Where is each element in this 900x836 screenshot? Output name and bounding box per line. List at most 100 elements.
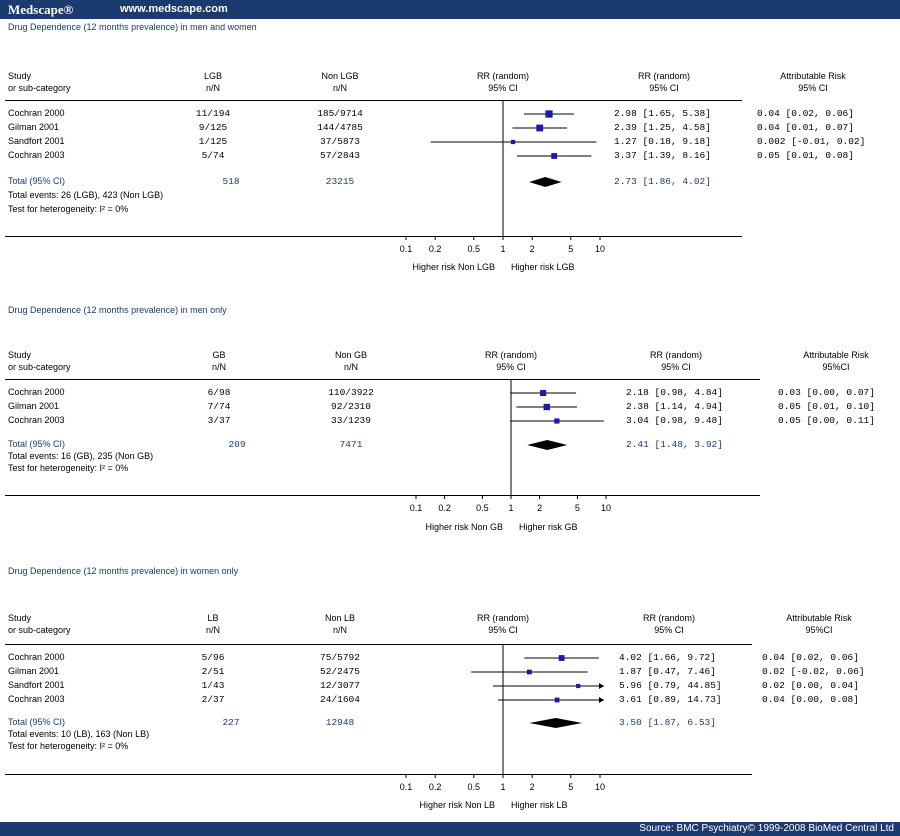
axis-tick-label: 0.2 xyxy=(438,503,451,513)
axis-tick-label: 0.1 xyxy=(399,244,413,254)
point-estimate-square xyxy=(576,683,581,689)
axis-tick-label: 1 xyxy=(508,503,514,513)
point-estimate-square xyxy=(543,403,550,411)
pooled-estimate-diamond xyxy=(529,177,562,187)
ci-plot-header: 95% CI xyxy=(496,362,526,372)
study-name: Cochran 2003 xyxy=(8,694,65,704)
total-group2: 12948 xyxy=(325,717,355,728)
forest-plot-svg xyxy=(415,379,607,499)
group1-header: LGB xyxy=(203,71,223,81)
group2-count: 24/1604 xyxy=(320,694,360,705)
right-favours-label: Higher risk LGB xyxy=(511,262,575,272)
site-url[interactable]: www.medscape.com xyxy=(120,3,228,15)
axis-tick-label: 1 xyxy=(500,244,506,254)
attributable-risk-value: 0.05 [0.00, 0.11] xyxy=(778,415,875,426)
rr-ci-value: 2.39 [1.25, 4.58] xyxy=(614,122,711,133)
axis-tick-label: 10 xyxy=(594,244,606,254)
group2-header: Non GB xyxy=(334,350,368,360)
study-header: Study xyxy=(8,71,32,81)
total-label: Total (95% CI) xyxy=(8,176,66,186)
rr-ci-value: 5.96 [0.79, 44.85] xyxy=(619,680,722,691)
rr-ci-value: 3.37 [1.39, 8.16] xyxy=(614,150,711,161)
group2-count: 92/2310 xyxy=(331,401,371,412)
study-header: Study xyxy=(8,613,32,623)
study-name: Cochran 2000 xyxy=(8,652,65,662)
total-group2: 23215 xyxy=(325,176,355,187)
forest-plot-3: Drug Dependence (12 months prevalence) i… xyxy=(0,566,900,818)
group1-header: GB xyxy=(212,350,226,360)
axis-tick-label: 0.5 xyxy=(476,503,489,513)
group2-nn-header: n/N xyxy=(343,362,359,372)
right-favours-label: Higher risk LB xyxy=(511,800,568,810)
rr-ci-value: 1.87 [0.47, 7.46] xyxy=(619,666,716,677)
group2-count: 75/5792 xyxy=(320,652,360,663)
total-group1: 518 xyxy=(222,176,240,187)
study-name: Sandfort 2001 xyxy=(8,680,65,690)
point-estimate-square xyxy=(554,418,560,424)
heterogeneity-test: Test for heterogeneity: I² = 0% xyxy=(8,463,129,473)
group1-count: 11/194 xyxy=(195,108,231,119)
ci-plot-header: 95% CI xyxy=(488,625,518,635)
ci-text-header: 95% CI xyxy=(661,362,691,372)
point-estimate-square xyxy=(551,153,558,159)
attributable-risk-value: 0.04 [0.02, 0.06] xyxy=(757,108,854,119)
total-label: Total (95% CI) xyxy=(8,717,66,727)
group1-count: 9/125 xyxy=(198,122,228,133)
ar-ci-header: 95%CI xyxy=(805,625,833,635)
right-favours-label: Higher risk GB xyxy=(519,522,578,532)
rr-ci-value: 1.27 [0.18, 9.18] xyxy=(614,136,711,147)
ci-plot-header: 95% CI xyxy=(488,83,518,93)
axis-line xyxy=(5,774,752,775)
axis-tick-label: 5 xyxy=(574,503,580,513)
ci-arrow-right xyxy=(599,697,604,703)
total-events: Total events: 16 (GB), 235 (Non GB) xyxy=(8,451,154,461)
group1-count: 1/43 xyxy=(201,680,225,691)
total-events: Total events: 26 (LGB), 423 (Non LGB) xyxy=(8,190,164,200)
axis-tick-label: 10 xyxy=(594,782,606,792)
rr-ci-value: 4.02 [1.66, 9.72] xyxy=(619,652,716,663)
group2-header: Non LB xyxy=(324,613,356,623)
point-estimate-square xyxy=(545,110,553,118)
axis-tick-label: 2 xyxy=(537,503,543,513)
total-group1: 227 xyxy=(222,717,240,728)
total-group2: 7471 xyxy=(339,439,363,450)
rr-plot-header: RR (random) xyxy=(484,350,538,360)
total-rr-ci-value: 3.50 [1.87, 6.53] xyxy=(619,717,716,728)
total-group1: 209 xyxy=(228,439,246,450)
group1-nn-header: n/N xyxy=(205,625,221,635)
attributable-risk-value: 0.002 [-0.01, 0.02] xyxy=(757,136,866,147)
group1-count: 5/74 xyxy=(201,150,225,161)
group2-count: 185/9714 xyxy=(317,108,363,119)
group1-count: 2/51 xyxy=(201,666,225,677)
rr-ci-value: 3.61 [0.89, 14.73] xyxy=(619,694,722,705)
study-name: Gilman 2001 xyxy=(8,122,60,132)
rr-plot-header: RR (random) xyxy=(476,71,530,81)
left-favours-label: Higher risk Non LGB xyxy=(412,262,495,272)
ar-header: Attributable Risk xyxy=(786,613,852,623)
axis-tick-label: 0.2 xyxy=(428,782,442,792)
rr-text-header: RR (random) xyxy=(637,71,691,81)
pooled-estimate-diamond xyxy=(529,718,583,728)
study-header: Study xyxy=(8,350,32,360)
axis-tick-label: 0.5 xyxy=(467,244,481,254)
group1-count: 3/37 xyxy=(207,415,231,426)
group2-nn-header: n/N xyxy=(332,625,348,635)
axis-tick-label: 10 xyxy=(600,503,612,513)
group2-count: 57/2843 xyxy=(320,150,360,161)
attributable-risk-value: 0.03 [0.00, 0.07] xyxy=(778,387,875,398)
source-credit: Source: BMC Psychiatry© 1999-2008 BioMed… xyxy=(639,823,894,834)
header-divider xyxy=(5,379,760,380)
ar-header: Attributable Risk xyxy=(780,71,846,81)
group2-nn-header: n/N xyxy=(332,83,348,93)
group1-count: 1/125 xyxy=(198,136,228,147)
group1-count: 2/37 xyxy=(201,694,225,705)
footer-bar: Source: BMC Psychiatry© 1999-2008 BioMed… xyxy=(0,822,900,836)
plot-title: Drug Dependence (12 months prevalence) i… xyxy=(8,305,227,315)
axis-tick-label: 5 xyxy=(568,782,574,792)
plot-title: Drug Dependence (12 months prevalence) i… xyxy=(8,566,239,576)
heterogeneity-test: Test for heterogeneity: I² = 0% xyxy=(8,204,129,214)
group2-count: 33/1239 xyxy=(331,415,371,426)
forest-plot-1: Drug Dependence (12 months prevalence) i… xyxy=(0,22,900,284)
study-name: Gilman 2001 xyxy=(8,401,60,411)
study-name: Cochran 2000 xyxy=(8,387,65,397)
